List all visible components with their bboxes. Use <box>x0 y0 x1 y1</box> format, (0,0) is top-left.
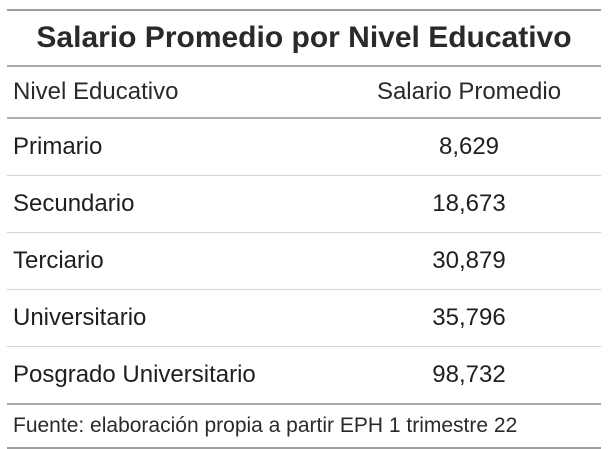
table-row: Posgrado Universitario 98,732 <box>7 347 601 405</box>
row-label: Secundario <box>13 190 135 217</box>
row-label: Terciario <box>13 247 104 274</box>
table-title: Salario Promedio por Nivel Educativo <box>7 11 601 67</box>
row-value: 18,673 <box>432 190 506 217</box>
header-nivel-educativo: Nivel Educativo <box>13 78 179 105</box>
row-value: 8,629 <box>438 133 500 160</box>
table-row: Primario 8,629 <box>7 119 601 176</box>
table-row: Universitario 35,796 <box>7 290 601 347</box>
row-label: Primario <box>13 133 103 160</box>
row-value: 35,796 <box>432 304 506 331</box>
salary-table: Salario Promedio por Nivel Educativo Niv… <box>7 9 601 449</box>
header-row: Nivel Educativo Salario Promedio <box>7 67 601 119</box>
row-value: 98,732 <box>432 361 506 388</box>
row-label: Universitario <box>13 304 147 331</box>
row-label: Posgrado Universitario <box>13 361 256 388</box>
top-rule <box>7 9 601 11</box>
header-salario-promedio: Salario Promedio <box>376 78 562 105</box>
source-note: Fuente: elaboración propia a partir EPH … <box>7 405 601 449</box>
table-row: Secundario 18,673 <box>7 176 601 233</box>
row-value: 30,879 <box>432 247 506 274</box>
table-row: Terciario 30,879 <box>7 233 601 290</box>
